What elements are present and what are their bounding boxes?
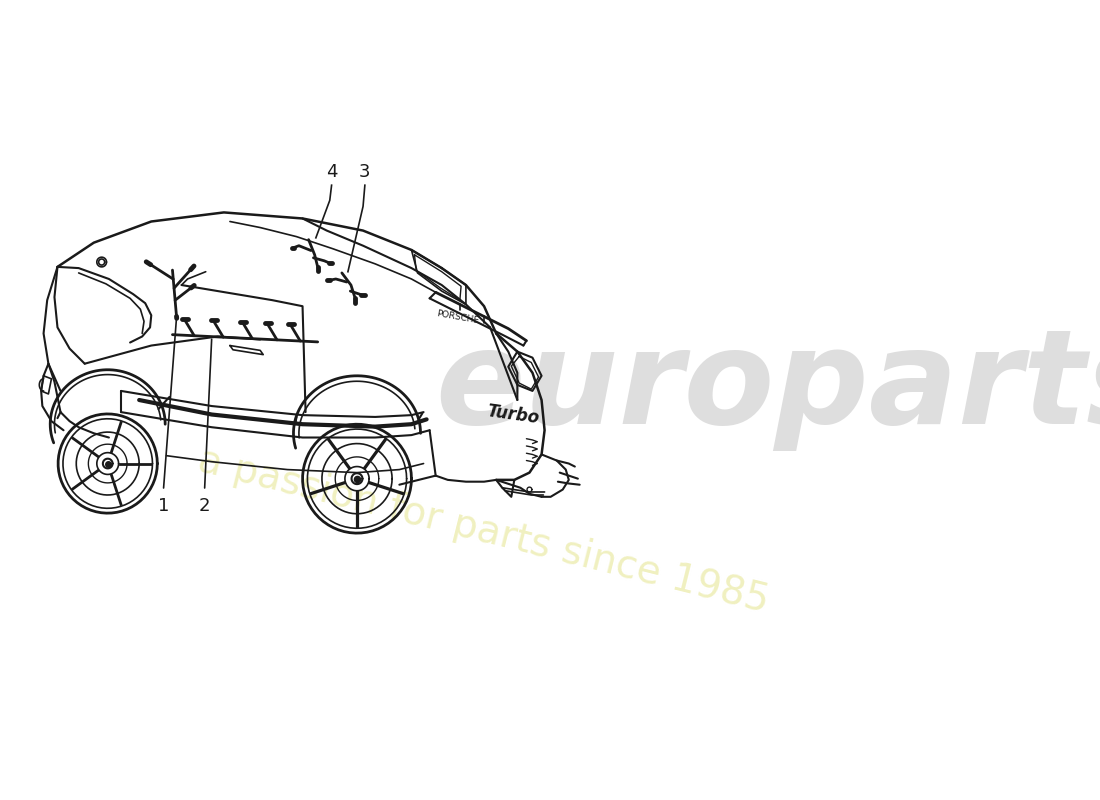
Text: europarts: europarts — [436, 324, 1100, 451]
Text: Turbo: Turbo — [486, 402, 540, 428]
Text: PORSCHE: PORSCHE — [436, 309, 480, 326]
Text: 1: 1 — [157, 497, 169, 515]
Text: 3: 3 — [359, 163, 371, 181]
Text: 2: 2 — [199, 497, 210, 515]
Text: a passion for parts since 1985: a passion for parts since 1985 — [194, 441, 772, 619]
Text: 4: 4 — [326, 163, 338, 181]
